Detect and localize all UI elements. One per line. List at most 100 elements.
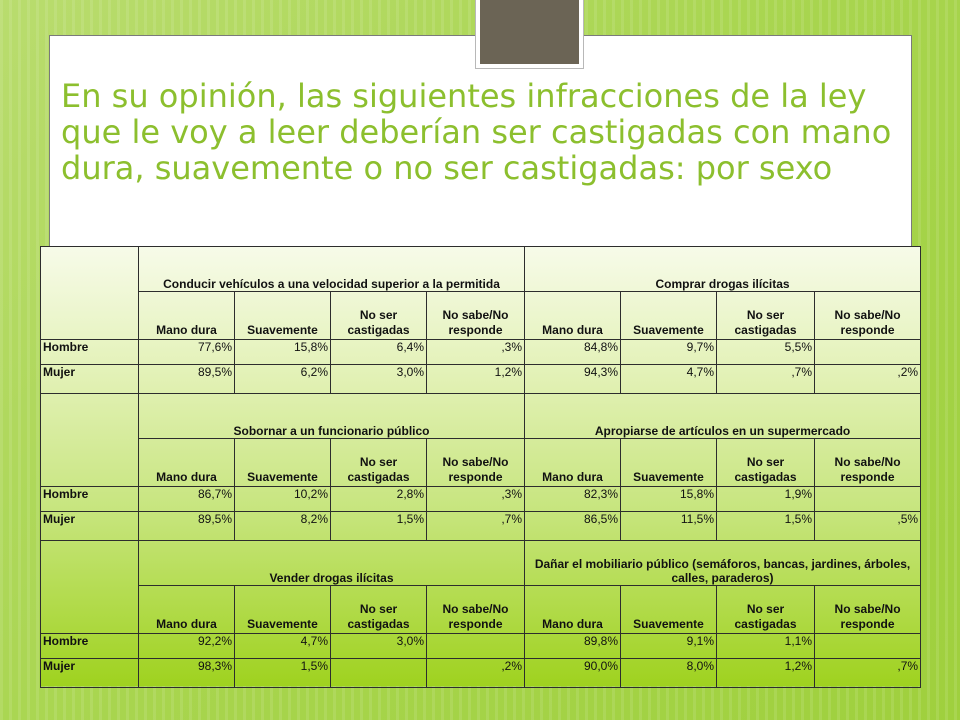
value-cell: 86,5% — [524, 511, 622, 541]
column-header-row: Mano dura Suavemente No ser castigadas No s… — [41, 585, 922, 634]
value-cell: ,5% — [814, 511, 922, 541]
row-label: Mujer — [40, 658, 139, 688]
value-cell: 86,7% — [138, 486, 235, 512]
value-cell: 4,7% — [234, 633, 331, 659]
value-cell: 1,5% — [716, 511, 816, 541]
column-header: Mano dura — [524, 585, 622, 634]
value-cell — [814, 633, 922, 659]
group-header-left: Sobornar a un funcionario público — [137, 393, 526, 439]
value-cell: 9,7% — [620, 339, 718, 365]
column-header: Suavemente — [620, 585, 718, 634]
value-cell — [425, 633, 526, 659]
group-header-row: Vender drogas ilícitas Dañar el mobiliari… — [40, 540, 922, 634]
value-cell: 89,5% — [138, 364, 235, 394]
column-header-row: Mano dura Suavemente No ser castigadas No s… — [41, 438, 922, 487]
value-cell: 5,5% — [716, 339, 816, 365]
column-header: Mano dura — [138, 291, 235, 340]
value-cell: 90,0% — [524, 658, 622, 688]
value-cell: ,7% — [814, 658, 922, 688]
column-header: Suavemente — [620, 438, 718, 487]
group-header-left: Vender drogas ilícitas — [137, 540, 526, 586]
value-cell: 89,8% — [524, 633, 622, 659]
value-cell: ,2% — [425, 658, 526, 688]
column-header: No ser castigadas — [716, 585, 816, 634]
value-cell: 8,0% — [620, 658, 718, 688]
corner-cell — [40, 246, 139, 340]
value-cell: 1,1% — [716, 633, 816, 659]
value-cell: ,7% — [425, 511, 526, 541]
value-cell: 1,5% — [330, 511, 427, 541]
title-panel — [49, 35, 912, 247]
corner-cell — [40, 393, 139, 487]
column-header: No sabe/No responde — [814, 585, 922, 634]
column-header: No sabe/No responde — [425, 291, 526, 340]
value-cell: 3,0% — [330, 633, 427, 659]
column-header-row: Mano dura Suavemente No ser castigadas No s… — [41, 291, 922, 340]
column-header: Suavemente — [234, 585, 331, 634]
table-row: Mujer 89,5% 8,2% 1,5% ,7% 86,5% 11,5% 1,5% ,5% — [40, 511, 922, 541]
group-header-row: Sobornar a un funcionario público Apropia… — [40, 393, 922, 487]
column-header: No sabe/No responde — [425, 585, 526, 634]
column-header: No ser castigadas — [330, 585, 427, 634]
row-label: Hombre — [40, 633, 139, 659]
slide-title: En su opinión, las siguientes infraccion… — [61, 77, 892, 187]
table-row: Mujer 89,5% 6,2% 3,0% 1,2% 94,3% 4,7% ,7% ,2% — [40, 364, 922, 394]
column-header: Mano dura — [138, 438, 235, 487]
column-header: Suavemente — [234, 438, 331, 487]
value-cell: 15,8% — [234, 339, 331, 365]
value-cell: 84,8% — [524, 339, 622, 365]
column-header: No ser castigadas — [330, 438, 427, 487]
value-cell: ,7% — [716, 364, 816, 394]
table-row: Hombre 77,6% 15,8% 6,4% ,3% 84,8% 9,7% 5,5% — [40, 339, 922, 365]
corner-cell — [40, 540, 139, 634]
column-header: Suavemente — [620, 291, 718, 340]
value-cell: 15,8% — [620, 486, 718, 512]
row-label: Mujer — [40, 364, 139, 394]
results-table: Conducir vehículos a una velocidad super… — [40, 246, 922, 688]
column-header: Mano dura — [524, 438, 622, 487]
value-cell: ,2% — [814, 364, 922, 394]
column-header: Suavemente — [234, 291, 331, 340]
column-header: No ser castigadas — [716, 291, 816, 340]
column-header: Mano dura — [138, 585, 235, 634]
row-label: Hombre — [40, 486, 139, 512]
value-cell: 82,3% — [524, 486, 622, 512]
row-label: Hombre — [40, 339, 139, 365]
value-cell: 2,8% — [330, 486, 427, 512]
value-cell — [814, 339, 922, 365]
column-header: No sabe/No responde — [814, 291, 922, 340]
value-cell: ,3% — [425, 339, 526, 365]
value-cell: 98,3% — [138, 658, 235, 688]
value-cell: 6,2% — [234, 364, 331, 394]
value-cell: 6,4% — [330, 339, 427, 365]
value-cell: 1,2% — [425, 364, 526, 394]
value-cell: 9,1% — [620, 633, 718, 659]
value-cell: 10,2% — [234, 486, 331, 512]
column-header: No sabe/No responde — [814, 438, 922, 487]
value-cell: 1,2% — [716, 658, 816, 688]
value-cell: 94,3% — [524, 364, 622, 394]
value-cell: 3,0% — [330, 364, 427, 394]
value-cell — [330, 658, 427, 688]
column-header: No ser castigadas — [716, 438, 816, 487]
group-header-row: Conducir vehículos a una velocidad super… — [40, 246, 922, 340]
table-row: Mujer 98,3% 1,5% ,2% 90,0% 8,0% 1,2% ,7% — [40, 658, 922, 688]
value-cell: 11,5% — [620, 511, 718, 541]
value-cell: 77,6% — [138, 339, 235, 365]
value-cell: 1,9% — [716, 486, 816, 512]
column-header: No ser castigadas — [330, 291, 427, 340]
value-cell: 8,2% — [234, 511, 331, 541]
group-header-right: Comprar drogas ilícitas — [524, 246, 922, 292]
group-header-left: Conducir vehículos a una velocidad super… — [137, 246, 526, 292]
value-cell — [814, 486, 922, 512]
table-row: Hombre 86,7% 10,2% 2,8% ,3% 82,3% 15,8% 1,9% — [40, 486, 922, 512]
group-header-right: Dañar el mobiliario público (semáforos, … — [524, 540, 922, 586]
value-cell: ,3% — [425, 486, 526, 512]
value-cell: 92,2% — [138, 633, 235, 659]
value-cell: 4,7% — [620, 364, 718, 394]
column-header: No sabe/No responde — [425, 438, 526, 487]
group-header-right: Apropiarse de artículos en un supermerca… — [524, 393, 922, 439]
decorative-box — [476, 0, 583, 68]
results-table-container: Conducir vehículos a una velocidad super… — [40, 246, 922, 688]
value-cell: 89,5% — [138, 511, 235, 541]
